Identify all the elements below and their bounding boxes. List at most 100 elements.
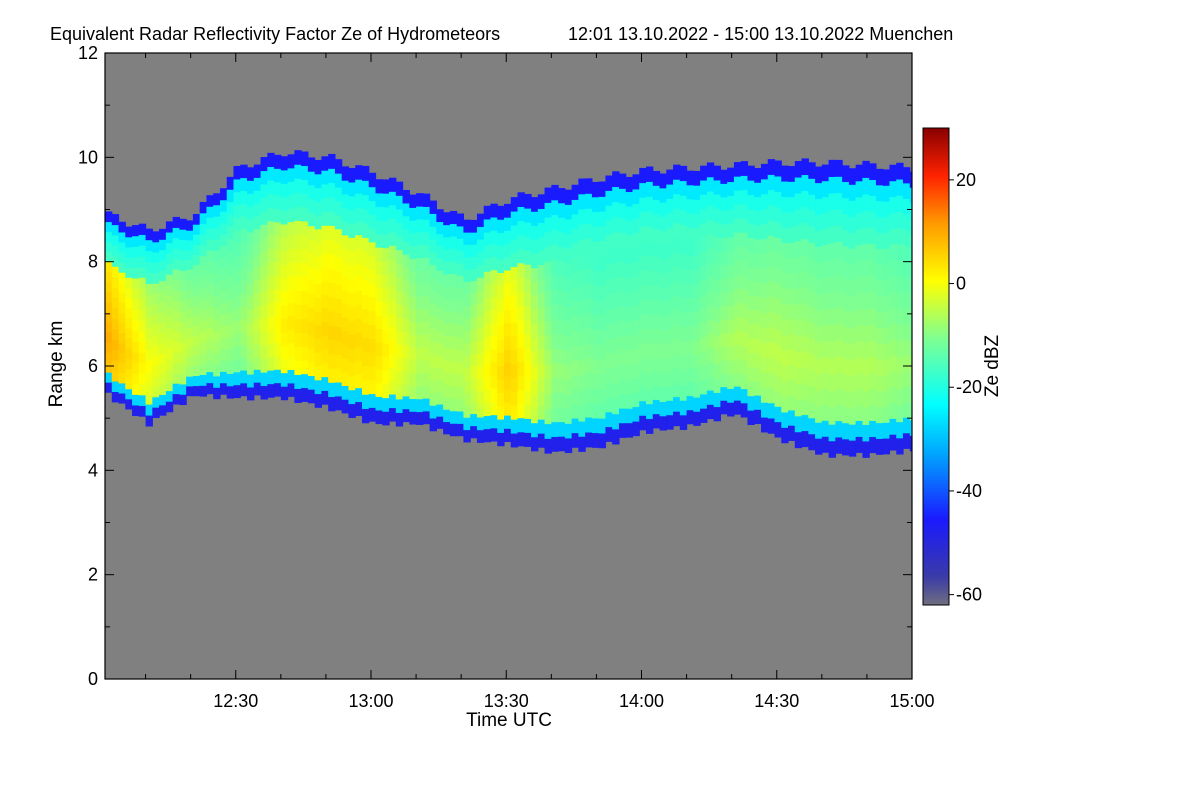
reflectivity-cell — [646, 240, 654, 257]
reflectivity-cell — [422, 193, 431, 207]
reflectivity-cell — [375, 301, 383, 316]
reflectivity-cell — [821, 260, 830, 278]
reflectivity-cell — [226, 213, 235, 227]
reflectivity-cell — [544, 335, 552, 351]
reflectivity-cell — [314, 352, 323, 367]
reflectivity-cell — [152, 376, 160, 387]
reflectivity-cell — [781, 165, 789, 182]
reflectivity-cell — [788, 196, 796, 213]
reflectivity-cell — [280, 386, 289, 401]
reflectivity-cell — [429, 392, 437, 406]
reflectivity-cell — [706, 262, 715, 277]
reflectivity-cell — [260, 372, 268, 387]
reflectivity-cell — [585, 357, 593, 373]
reflectivity-cell — [429, 417, 437, 432]
reflectivity-cell — [219, 188, 228, 201]
reflectivity-cell — [192, 274, 201, 286]
reflectivity-cell — [673, 396, 681, 412]
reflectivity-cell — [219, 359, 228, 372]
reflectivity-cell — [389, 312, 397, 327]
reflectivity-cell — [862, 325, 870, 343]
reflectivity-cell — [375, 328, 383, 343]
reflectivity-cell — [848, 200, 857, 217]
reflectivity-cell — [456, 299, 465, 313]
reflectivity-cell — [240, 241, 248, 256]
reflectivity-cell — [307, 334, 316, 349]
reflectivity-cell — [118, 322, 126, 334]
reflectivity-cell — [531, 197, 539, 212]
reflectivity-cell — [882, 390, 891, 407]
reflectivity-cell — [815, 326, 823, 343]
chart-subtitle: 12:01 13.10.2022 - 15:00 13.10.2022 Muen… — [568, 24, 953, 44]
reflectivity-cell — [179, 270, 187, 282]
reflectivity-cell — [591, 388, 600, 404]
reflectivity-cell — [618, 378, 627, 394]
reflectivity-cell — [422, 308, 431, 322]
reflectivity-cell — [727, 195, 735, 210]
reflectivity-cell — [118, 372, 126, 384]
reflectivity-cell — [625, 220, 634, 236]
reflectivity-cell — [314, 159, 323, 175]
reflectivity-cell — [564, 277, 573, 293]
reflectivity-cell — [869, 404, 877, 421]
reflectivity-cell — [341, 344, 350, 359]
reflectivity-cell — [348, 403, 356, 418]
reflectivity-cell — [875, 422, 884, 439]
reflectivity-cell — [355, 345, 363, 361]
reflectivity-cell — [165, 369, 174, 381]
reflectivity-cell — [280, 359, 289, 374]
reflectivity-cell — [382, 193, 390, 208]
reflectivity-cell — [889, 259, 897, 277]
reflectivity-cell — [781, 350, 789, 367]
reflectivity-cell — [213, 364, 221, 377]
reflectivity-cell — [199, 342, 208, 354]
reflectivity-cell — [375, 355, 383, 370]
reflectivity-cell — [416, 257, 424, 271]
reflectivity-cell — [375, 287, 383, 302]
reflectivity-cell — [416, 360, 424, 374]
reflectivity-cell — [186, 288, 194, 299]
reflectivity-cell — [537, 362, 546, 378]
reflectivity-cell — [510, 335, 519, 351]
reflectivity-cell — [808, 242, 816, 259]
reflectivity-cell — [118, 392, 126, 404]
reflectivity-cell — [754, 167, 762, 183]
reflectivity-cell — [889, 370, 897, 388]
reflectivity-cell — [686, 395, 694, 411]
reflectivity-cell — [524, 306, 532, 321]
reflectivity-cell — [808, 417, 816, 435]
reflectivity-cell — [490, 243, 498, 258]
reflectivity-cell — [605, 323, 613, 339]
reflectivity-cell — [125, 317, 133, 329]
reflectivity-cell — [517, 262, 525, 278]
reflectivity-cell — [781, 427, 789, 444]
reflectivity-cell — [896, 195, 904, 212]
reflectivity-cell — [470, 304, 478, 318]
reflectivity-cell — [341, 303, 350, 318]
reflectivity-cell — [571, 301, 579, 317]
colorbar-label: Ze dBZ — [982, 334, 1003, 397]
reflectivity-cell — [842, 181, 850, 199]
reflectivity-cell — [145, 360, 153, 372]
reflectivity-cell — [118, 382, 126, 394]
reflectivity-cell — [443, 409, 451, 423]
reflectivity-cell — [429, 290, 437, 304]
reflectivity-cell — [328, 225, 336, 241]
reflectivity-cell — [490, 230, 498, 244]
reflectivity-cell — [889, 164, 897, 182]
reflectivity-cell — [625, 422, 634, 438]
reflectivity-cell — [368, 227, 377, 243]
reflectivity-cell — [679, 165, 688, 182]
colorbar-tick-label: 20 — [956, 170, 976, 190]
reflectivity-cell — [368, 324, 377, 339]
reflectivity-cell — [767, 280, 776, 297]
reflectivity-cell — [578, 208, 586, 225]
reflectivity-cell — [646, 373, 654, 390]
reflectivity-cell — [280, 345, 289, 360]
reflectivity-cell — [280, 156, 289, 171]
reflectivity-cell — [267, 179, 275, 195]
reflectivity-cell — [132, 246, 140, 258]
reflectivity-cell — [348, 251, 356, 266]
reflectivity-cell — [389, 407, 397, 422]
reflectivity-cell — [902, 401, 911, 418]
